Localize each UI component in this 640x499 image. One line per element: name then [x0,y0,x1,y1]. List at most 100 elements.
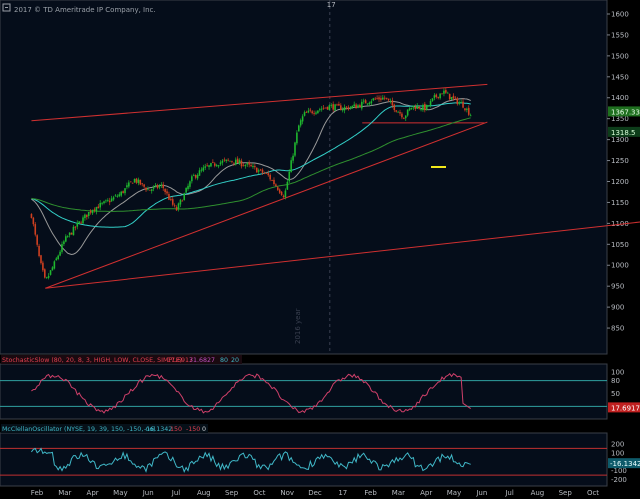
candle[interactable] [328,104,331,111]
candle[interactable] [158,184,161,190]
candle[interactable] [301,114,304,125]
candle[interactable] [267,170,270,177]
candle[interactable] [462,98,464,109]
stochastic-line[interactable] [31,373,471,414]
candle[interactable] [322,104,325,110]
sma-cyan-line[interactable] [31,102,471,228]
candle[interactable] [34,222,37,237]
candle[interactable] [219,160,222,166]
candle[interactable] [252,163,254,169]
candle[interactable] [221,158,224,166]
candle[interactable] [248,160,250,168]
candle[interactable] [208,164,210,170]
candle[interactable] [370,99,373,106]
candle[interactable] [181,199,184,202]
candle[interactable] [439,93,441,100]
candle[interactable] [307,107,310,114]
candle[interactable] [378,95,380,103]
candle[interactable] [362,98,365,104]
candle[interactable] [315,110,317,116]
candle[interactable] [412,105,415,111]
candle[interactable] [126,182,128,190]
candle[interactable] [168,191,170,201]
candle[interactable] [303,110,306,117]
candle[interactable] [131,182,134,184]
candle[interactable] [418,105,420,110]
candle[interactable] [156,183,159,190]
candle[interactable] [309,107,312,113]
candle[interactable] [45,276,48,279]
candle[interactable] [185,187,187,194]
candle[interactable] [238,158,241,165]
candle[interactable] [372,97,375,102]
candle[interactable] [110,195,113,202]
candle[interactable] [427,104,430,107]
candle[interactable] [406,109,409,117]
trendline-long-term-support[interactable] [45,219,640,289]
candle[interactable] [147,186,149,191]
trendline-upper-channel[interactable] [31,83,488,122]
candle[interactable] [299,118,302,128]
sma-green-line[interactable] [31,117,471,212]
candle[interactable] [399,109,401,116]
candle[interactable] [261,168,264,176]
candle[interactable] [177,202,180,212]
candle[interactable] [183,192,186,201]
candle[interactable] [128,180,130,189]
candle[interactable] [42,260,44,273]
candle[interactable] [187,183,189,191]
candle[interactable] [401,111,403,120]
candle[interactable] [145,187,147,193]
candle[interactable] [454,96,457,100]
candle[interactable] [296,130,298,146]
candle[interactable] [347,105,350,111]
candle[interactable] [437,96,440,100]
candle[interactable] [223,157,226,162]
candle[interactable] [353,101,355,108]
candle[interactable] [361,99,363,111]
candle[interactable] [215,163,218,167]
candle[interactable] [271,179,273,181]
candle[interactable] [351,105,354,109]
candle[interactable] [458,100,461,106]
candle[interactable] [240,158,243,169]
candle[interactable] [410,107,413,110]
candle[interactable] [450,96,453,100]
candle[interactable] [204,163,207,171]
candle[interactable] [414,104,417,112]
candle[interactable] [464,108,466,112]
sma-gray-line[interactable] [31,98,471,256]
candle[interactable] [403,117,405,120]
candle[interactable] [191,174,193,184]
candle[interactable] [198,167,201,176]
candle[interactable] [250,162,252,168]
candle[interactable] [173,203,176,208]
candle[interactable] [456,96,459,106]
candle[interactable] [65,234,67,243]
candle[interactable] [320,106,323,112]
candle[interactable] [376,95,378,100]
candle[interactable] [340,103,342,111]
candle[interactable] [469,113,472,117]
stochastic-panel[interactable] [0,363,608,420]
candle[interactable] [32,216,35,227]
candle[interactable] [66,235,69,238]
candle[interactable] [196,173,199,181]
candle[interactable] [324,107,327,109]
candle[interactable] [445,87,447,94]
candle[interactable] [282,194,285,198]
candle[interactable] [63,239,65,247]
candle[interactable] [108,197,111,206]
candle[interactable] [84,213,86,221]
candle[interactable] [55,256,58,261]
candle[interactable] [269,173,271,182]
candle[interactable] [298,124,300,132]
candle[interactable] [171,196,174,207]
candle[interactable] [30,213,33,219]
candle[interactable] [420,108,422,112]
candle[interactable] [89,209,92,215]
candle[interactable] [443,88,445,97]
candle[interactable] [286,179,289,190]
candle[interactable] [200,167,203,173]
candle[interactable] [97,203,100,209]
